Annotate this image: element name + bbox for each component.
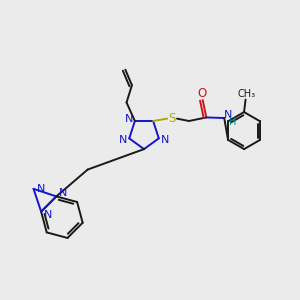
Text: N: N xyxy=(37,184,45,194)
Text: N: N xyxy=(44,210,52,220)
Text: N: N xyxy=(224,110,232,120)
Text: H: H xyxy=(230,117,237,127)
Text: CH₃: CH₃ xyxy=(237,89,256,99)
Text: N: N xyxy=(160,135,169,145)
Text: N: N xyxy=(59,188,67,198)
Text: S: S xyxy=(169,112,176,124)
Text: O: O xyxy=(197,87,207,100)
Text: N: N xyxy=(118,135,127,145)
Text: N: N xyxy=(125,114,133,124)
